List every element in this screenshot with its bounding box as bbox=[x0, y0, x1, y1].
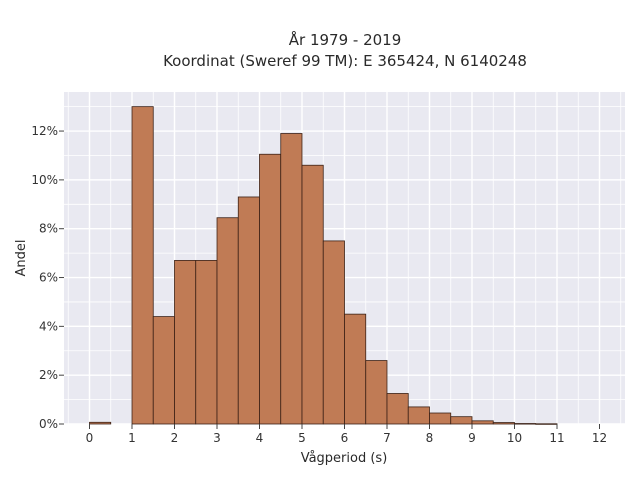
histogram-bar bbox=[471, 420, 494, 425]
histogram-bar bbox=[280, 133, 303, 425]
x-tick-label: 4 bbox=[256, 431, 264, 445]
histogram-bar bbox=[174, 260, 197, 425]
histogram-bar bbox=[301, 164, 324, 425]
histogram-bar bbox=[237, 196, 260, 425]
histogram-bar bbox=[429, 412, 452, 425]
histogram-bar bbox=[344, 313, 367, 425]
x-tick-label: 2 bbox=[171, 431, 179, 445]
histogram-bar bbox=[195, 260, 218, 425]
y-tick-label: 10% bbox=[31, 173, 58, 187]
x-tick-label: 12 bbox=[592, 431, 607, 445]
x-tick-label: 7 bbox=[383, 431, 391, 445]
x-tick-label: 6 bbox=[341, 431, 349, 445]
y-tick-label: 8% bbox=[39, 222, 58, 236]
x-tick-label: 5 bbox=[298, 431, 306, 445]
histogram-bar bbox=[386, 393, 409, 425]
histogram-bar bbox=[152, 316, 175, 425]
y-tick-label: 12% bbox=[31, 124, 58, 138]
x-tick-label: 10 bbox=[507, 431, 522, 445]
x-tick-label: 8 bbox=[426, 431, 434, 445]
y-axis-ticks: 0% 2% 4% 6% 8% 10% 12% bbox=[31, 124, 64, 431]
x-axis-label: Vågperiod (s) bbox=[301, 451, 388, 466]
chart-title-line2: Koordinat (Sweref 99 TM): E 365424, N 61… bbox=[163, 52, 527, 70]
y-tick-label: 6% bbox=[39, 271, 58, 285]
histogram-bar bbox=[450, 416, 473, 425]
x-tick-label: 0 bbox=[86, 431, 94, 445]
x-axis-ticks: 0 1 2 3 4 5 6 7 8 9 10 11 12 bbox=[86, 424, 607, 445]
histogram-bar bbox=[216, 217, 239, 425]
y-tick-label: 2% bbox=[39, 368, 58, 382]
histogram-bar bbox=[407, 406, 430, 425]
chart-title-line1: År 1979 - 2019 bbox=[289, 30, 402, 49]
y-tick-label: 0% bbox=[39, 417, 58, 431]
histogram-bar bbox=[514, 423, 537, 425]
y-tick-label: 4% bbox=[39, 319, 58, 333]
x-tick-label: 3 bbox=[213, 431, 221, 445]
bars bbox=[89, 106, 558, 425]
histogram-bar bbox=[131, 106, 154, 425]
histogram-bar bbox=[322, 240, 345, 425]
histogram-bar bbox=[535, 423, 558, 425]
histogram-bar bbox=[89, 421, 112, 425]
x-tick-label: 9 bbox=[468, 431, 476, 445]
x-tick-label: 1 bbox=[128, 431, 136, 445]
histogram-bar bbox=[365, 360, 388, 425]
histogram-bar bbox=[492, 422, 515, 425]
histogram-bar bbox=[259, 153, 282, 425]
x-tick-label: 11 bbox=[549, 431, 564, 445]
y-axis-label: Andel bbox=[14, 240, 29, 277]
